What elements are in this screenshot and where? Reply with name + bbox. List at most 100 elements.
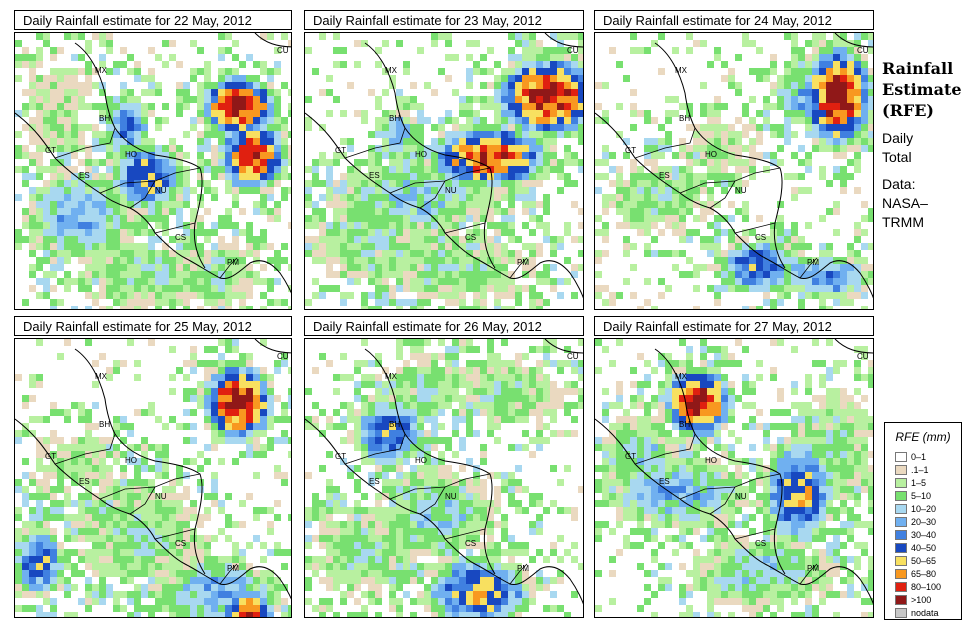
country-border: [634, 127, 696, 159]
country-label-cu: CU: [567, 46, 579, 55]
country-border: [54, 433, 116, 465]
country-label-gt: GT: [335, 146, 346, 155]
country-label-pm: PM: [517, 258, 529, 267]
country-label-nu: NU: [155, 186, 167, 195]
country-border: [219, 563, 238, 585]
country-label-nu: NU: [445, 492, 457, 501]
legend-label: 10–20: [911, 504, 937, 514]
legend-label: .1–1: [911, 465, 929, 475]
country-label-nu: NU: [445, 186, 457, 195]
country-border: [154, 222, 196, 234]
rainfall-map: MX CU BH GT HO ES NU CS PM: [14, 338, 292, 618]
country-label-bh: BH: [679, 114, 690, 123]
country-label-cs: CS: [465, 539, 476, 548]
map-canvas: MX CU BH GT HO ES NU CS PM: [15, 339, 291, 617]
rainfall-grid: [15, 339, 291, 617]
pacific-coastline: [305, 112, 583, 299]
country-border: [734, 222, 776, 234]
country-label-bh: BH: [389, 420, 400, 429]
legend-swatch: [895, 569, 907, 579]
panel-title: Daily Rainfall estimate for 25 May, 2012: [14, 316, 292, 336]
legend-label: 80–100: [911, 582, 942, 592]
country-label-pm: PM: [227, 258, 239, 267]
panel-title: Daily Rainfall estimate for 22 May, 2012: [14, 10, 292, 30]
country-label-gt: GT: [335, 452, 346, 461]
map-canvas: MX CU BH GT HO ES NU CS PM: [15, 33, 291, 309]
legend-label: 20–30: [911, 517, 937, 527]
country-border: [344, 127, 406, 159]
legend-swatch: [895, 530, 907, 540]
legend-swatch: [895, 517, 907, 527]
country-border: [129, 180, 156, 209]
map-canvas: MX CU BH GT HO ES NU CS PM: [305, 339, 583, 617]
rainfall-grid: [595, 33, 873, 309]
country-label-pm: PM: [807, 258, 819, 267]
pacific-coastline: [305, 418, 583, 605]
country-label-es: ES: [659, 171, 670, 180]
cuba-coastline: [254, 339, 291, 354]
country-border: [344, 433, 406, 465]
country-label-gt: GT: [625, 452, 636, 461]
country-label-es: ES: [659, 477, 670, 486]
country-label-ho: HO: [125, 456, 137, 465]
country-border: [634, 433, 696, 465]
cuba-coastline: [834, 33, 873, 48]
country-label-mx: MX: [385, 372, 398, 381]
legend-label: 5–10: [911, 491, 932, 501]
country-label-cu: CU: [567, 352, 579, 361]
legend-label: 0–1: [911, 452, 927, 462]
cuba-coastline: [254, 33, 291, 48]
legend-swatch: [895, 465, 907, 475]
legend-label: 1–5: [911, 478, 927, 488]
pacific-coastline: [595, 418, 873, 605]
legend-swatch: [895, 504, 907, 514]
legend-label: nodata: [911, 608, 939, 618]
map-canvas: MX CU BH GT HO ES NU CS PM: [595, 33, 873, 309]
country-label-bh: BH: [389, 114, 400, 123]
country-label-es: ES: [369, 477, 380, 486]
caption-data-1: Data:: [882, 176, 916, 192]
pacific-coastline: [15, 418, 291, 600]
country-label-ho: HO: [415, 150, 427, 159]
panel-title: Daily Rainfall estimate for 27 May, 2012: [594, 316, 874, 336]
country-border: [509, 257, 528, 279]
country-border: [419, 486, 446, 515]
legend-swatch: [895, 556, 907, 566]
legend-title: RFE (mm): [895, 430, 951, 444]
caption-title-3: (RFE): [882, 101, 934, 120]
country-border: [734, 528, 776, 540]
rainfall-map: MX CU BH GT HO ES NU CS PM: [304, 338, 584, 618]
map-canvas: MX CU BH GT HO ES NU CS PM: [305, 33, 583, 309]
country-label-gt: GT: [45, 452, 56, 461]
country-label-cs: CS: [465, 233, 476, 242]
caption-data-2: NASA–: [882, 195, 928, 211]
country-label-cu: CU: [857, 352, 869, 361]
rainfall-map: MX CU BH GT HO ES NU CS PM: [14, 32, 292, 310]
legend: RFE (mm) 0–1 .1–1 1–5 5–10 10–20 20–30 30–40 40…: [884, 422, 962, 620]
legend-label: 30–40: [911, 530, 937, 540]
caption-sub-2: Total: [882, 149, 912, 165]
country-label-ho: HO: [705, 150, 717, 159]
country-label-es: ES: [79, 171, 90, 180]
country-label-cs: CS: [175, 233, 186, 242]
caption-title-2: Estimate: [882, 80, 962, 99]
country-label-nu: NU: [735, 492, 747, 501]
pacific-coastline: [595, 112, 873, 299]
legend-label: >100: [911, 595, 932, 605]
legend-swatch: [895, 582, 907, 592]
country-border: [509, 563, 528, 585]
country-label-bh: BH: [99, 114, 110, 123]
country-border: [799, 563, 818, 585]
rainfall-grid: [305, 339, 583, 617]
caption-data-3: TRMM: [882, 214, 924, 230]
country-border: [709, 486, 736, 515]
legend-swatch: [895, 452, 907, 462]
rainfall-map: MX CU BH GT HO ES NU CS PM: [594, 32, 874, 310]
country-label-es: ES: [79, 477, 90, 486]
legend-swatch: [895, 491, 907, 501]
country-label-cu: CU: [277, 352, 289, 361]
rainfall-grid: [305, 33, 583, 309]
country-label-es: ES: [369, 171, 380, 180]
legend-swatch: [895, 543, 907, 553]
country-label-ho: HO: [415, 456, 427, 465]
